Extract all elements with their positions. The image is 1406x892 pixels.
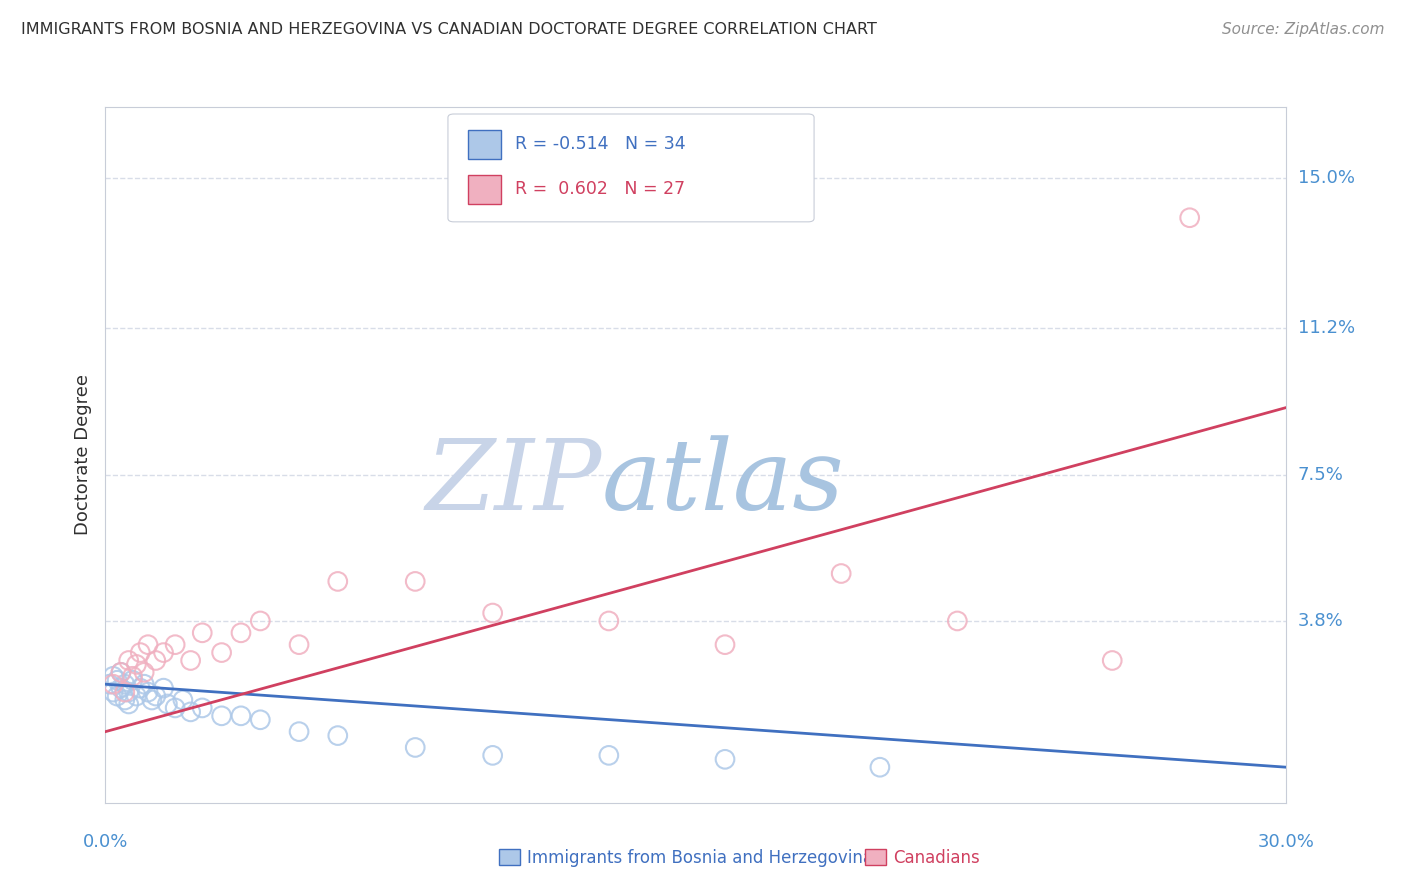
- Text: Source: ZipAtlas.com: Source: ZipAtlas.com: [1222, 22, 1385, 37]
- Point: [129, 681, 152, 695]
- Point: [103, 685, 125, 699]
- Text: Immigrants from Bosnia and Herzegovina: Immigrants from Bosnia and Herzegovina: [527, 849, 873, 867]
- Point: [180, 705, 202, 719]
- Point: [714, 638, 737, 652]
- Point: [145, 689, 167, 703]
- Point: [105, 673, 128, 688]
- Point: [211, 646, 233, 660]
- Point: [134, 665, 156, 680]
- Point: [141, 693, 163, 707]
- Point: [118, 653, 141, 667]
- Text: atlas: atlas: [602, 435, 844, 531]
- Point: [114, 685, 136, 699]
- Point: [110, 665, 132, 680]
- Point: [165, 638, 187, 652]
- Point: [598, 748, 620, 763]
- Point: [110, 665, 132, 680]
- Point: [129, 646, 152, 660]
- Point: [172, 693, 194, 707]
- FancyBboxPatch shape: [468, 130, 501, 159]
- Text: Canadians: Canadians: [893, 849, 980, 867]
- Text: 11.2%: 11.2%: [1298, 319, 1355, 337]
- Text: 0.0%: 0.0%: [83, 833, 128, 851]
- Point: [121, 673, 143, 688]
- Point: [404, 740, 426, 755]
- Text: R =  0.602   N = 27: R = 0.602 N = 27: [515, 180, 685, 198]
- Point: [114, 677, 136, 691]
- Point: [404, 574, 426, 589]
- Point: [180, 653, 202, 667]
- Point: [103, 677, 125, 691]
- Point: [136, 638, 159, 652]
- Point: [110, 681, 132, 695]
- Point: [145, 653, 167, 667]
- Point: [191, 625, 214, 640]
- Point: [946, 614, 969, 628]
- Point: [830, 566, 852, 581]
- Point: [105, 689, 128, 703]
- Point: [1101, 653, 1123, 667]
- Point: [249, 713, 271, 727]
- Point: [121, 669, 143, 683]
- Point: [481, 748, 503, 763]
- Text: R = -0.514   N = 34: R = -0.514 N = 34: [515, 135, 686, 153]
- Text: 3.8%: 3.8%: [1298, 612, 1343, 630]
- Point: [1178, 211, 1201, 225]
- Text: 7.5%: 7.5%: [1298, 466, 1344, 483]
- Point: [134, 677, 156, 691]
- Point: [598, 614, 620, 628]
- Point: [191, 701, 214, 715]
- Point: [165, 701, 187, 715]
- Point: [98, 677, 121, 691]
- Point: [326, 729, 349, 743]
- Point: [229, 708, 252, 723]
- Point: [211, 708, 233, 723]
- Point: [288, 724, 311, 739]
- Point: [229, 625, 252, 640]
- Text: ZIP: ZIP: [425, 435, 602, 531]
- Point: [114, 693, 136, 707]
- Point: [869, 760, 891, 774]
- Point: [714, 752, 737, 766]
- Point: [156, 697, 179, 711]
- FancyBboxPatch shape: [449, 114, 814, 222]
- Point: [118, 697, 141, 711]
- Text: 30.0%: 30.0%: [1258, 833, 1315, 851]
- Point: [288, 638, 311, 652]
- Text: 15.0%: 15.0%: [1298, 169, 1354, 187]
- Point: [249, 614, 271, 628]
- FancyBboxPatch shape: [468, 175, 501, 204]
- Point: [125, 689, 148, 703]
- Text: IMMIGRANTS FROM BOSNIA AND HERZEGOVINA VS CANADIAN DOCTORATE DEGREE CORRELATION : IMMIGRANTS FROM BOSNIA AND HERZEGOVINA V…: [21, 22, 877, 37]
- Point: [481, 606, 503, 620]
- Point: [152, 646, 174, 660]
- Point: [118, 685, 141, 699]
- Point: [152, 681, 174, 695]
- Point: [136, 685, 159, 699]
- Point: [326, 574, 349, 589]
- Point: [125, 657, 148, 672]
- Y-axis label: Doctorate Degree: Doctorate Degree: [73, 375, 91, 535]
- Point: [103, 669, 125, 683]
